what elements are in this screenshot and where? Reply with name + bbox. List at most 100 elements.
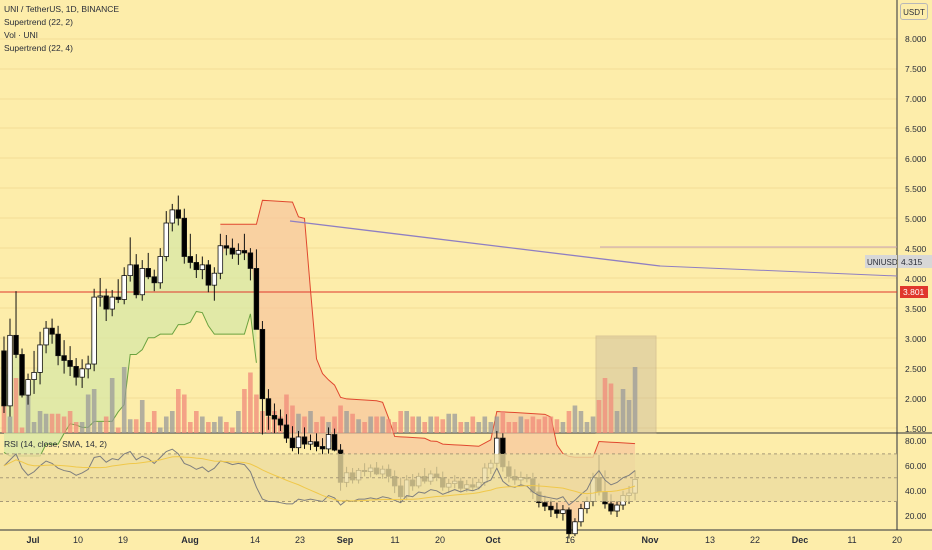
candle-body[interactable] [97,295,103,298]
candle-body[interactable] [566,509,572,535]
candle-body[interactable] [73,366,79,378]
candle-body[interactable] [331,434,338,451]
descending-trendline[interactable] [289,220,661,267]
volume-bar [350,413,355,433]
indicator-volume[interactable]: Vol · UNI [4,30,39,40]
volume-bar [572,405,578,433]
candle-body[interactable] [37,344,43,373]
rsi-tick-label: 60.00 [905,461,927,471]
candle-body[interactable] [217,245,224,274]
candle-body[interactable] [223,245,230,249]
candle-body[interactable] [157,256,163,284]
rsi-legend[interactable]: RSI (14, close, SMA, 14, 2) [4,439,107,449]
rsi-pane [0,448,897,506]
candle-body[interactable] [163,222,169,257]
candle-body[interactable] [139,268,145,296]
candle-body[interactable] [151,276,157,284]
candle-body[interactable] [7,334,13,407]
candle-body[interactable] [289,437,296,449]
candle-body[interactable] [325,434,332,450]
candle-body[interactable] [121,275,127,300]
candle-body[interactable] [542,502,548,507]
indicator-supertrend-22-2[interactable]: Supertrend (22, 2) [4,17,73,27]
candle-body[interactable] [43,327,49,346]
volume-bar [25,383,31,433]
candle-body[interactable] [548,505,554,511]
symbol-title[interactable]: UNI / TetherUS, 1D, BINANCE [4,4,120,14]
candle-body[interactable] [55,333,61,357]
candle-body[interactable] [614,504,620,512]
indicator-supertrend-22-4[interactable]: Supertrend (22, 4) [4,43,73,53]
candle-body[interactable] [13,334,19,355]
last-price-tag-bg [898,255,932,268]
candle-body[interactable] [169,209,175,224]
candle-body[interactable] [67,360,73,367]
candle-body[interactable] [277,418,284,426]
volume-bar [470,416,476,433]
volume-bar [476,422,482,433]
candle-body[interactable] [127,264,133,277]
candle-body[interactable] [584,501,590,510]
volume-bar [236,411,241,433]
candle-body[interactable] [193,262,200,271]
volume-bar [566,411,572,433]
supertrend-uptrend-line [3,310,257,457]
candle-body[interactable] [145,268,151,278]
candle-body[interactable] [211,272,218,286]
candle-body[interactable] [31,372,37,380]
candle-body[interactable] [187,256,194,263]
price-tick-label: 4.500 [905,244,927,254]
rsi-line[interactable] [3,448,636,506]
volume-bar [506,422,512,433]
candle-body[interactable] [205,264,212,286]
candle-body[interactable] [560,509,566,514]
candle-body[interactable] [229,247,236,255]
volume-bar [548,416,554,433]
candle-body[interactable] [61,355,67,361]
candle-body[interactable] [85,363,91,370]
currency-button[interactable]: USDT [900,3,928,20]
candle-body[interactable] [265,398,272,416]
candle-body[interactable] [313,441,320,447]
volume-bar [434,416,440,433]
candle-body[interactable] [301,436,308,445]
candle-body[interactable] [572,521,578,535]
candle-body[interactable] [253,268,260,330]
time-tick-label: 22 [750,535,760,545]
time-tick-label: 11 [847,535,856,545]
candle-body[interactable] [578,508,584,523]
candle-body[interactable] [175,209,181,219]
candle-body[interactable] [283,424,290,439]
candle-body[interactable] [133,264,139,296]
candle-body[interactable] [109,296,115,310]
candle-body[interactable] [271,415,278,420]
candle-body[interactable] [295,436,302,449]
volume-bar [464,422,470,433]
supertrend-downtrend-fill [220,200,636,528]
candle-body[interactable] [319,446,326,450]
candle-body[interactable] [554,509,560,514]
candle-body[interactable] [49,327,55,335]
candle-body[interactable] [91,296,97,365]
candle-body[interactable] [235,250,242,255]
candle-body[interactable] [181,217,187,257]
volume-bar [314,422,319,433]
volume-bar [212,422,217,433]
candle-body[interactable] [259,328,266,400]
volume-bar [524,419,530,433]
candle-body[interactable] [247,252,254,269]
candle-body[interactable] [608,503,614,512]
candle-body[interactable] [19,354,25,396]
candle-body[interactable] [199,264,206,271]
price-tick-label: 2.000 [905,394,927,404]
candle-body[interactable] [103,295,109,310]
candle-body[interactable] [115,296,121,300]
candle-body[interactable] [307,441,314,445]
candle-body[interactable] [1,350,7,407]
candle-body[interactable] [25,379,31,396]
candle-body[interactable] [79,368,85,378]
candle-body[interactable] [241,250,248,254]
rsi-tick-label: 40.00 [905,486,927,496]
